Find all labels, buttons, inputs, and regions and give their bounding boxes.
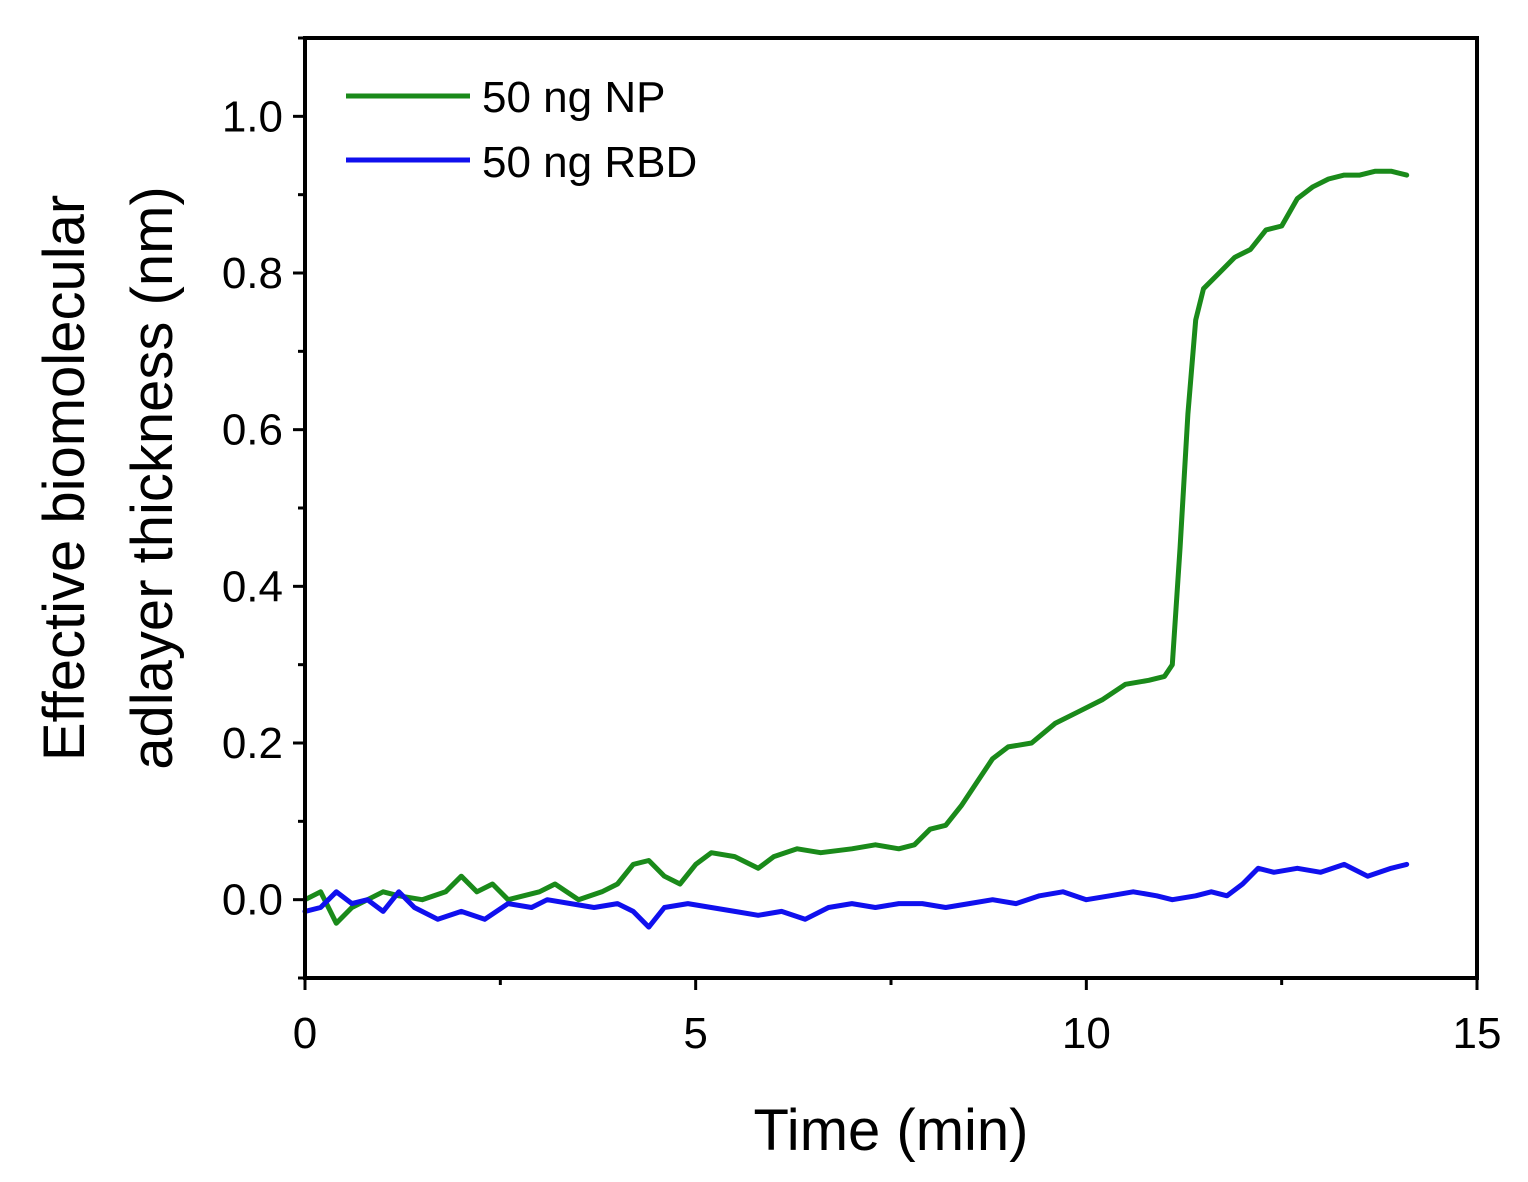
ticks-layer: 0 5 10 15 0.0 0.2 0.4 0.6 0.8 1.0 bbox=[222, 36, 1502, 1058]
y-tick-label: 0.0 bbox=[222, 876, 283, 925]
y-axis-title-line1: Effective biomolecular bbox=[32, 195, 97, 761]
legend-label-np: 50 ng NP bbox=[482, 73, 665, 122]
series-line-rbd bbox=[302, 861, 1410, 930]
y-axis-title-line2: adlayer thickness (nm) bbox=[120, 186, 185, 769]
x-tick-label: 10 bbox=[1062, 1009, 1111, 1058]
series-layer bbox=[302, 168, 1410, 930]
x-tick-label: 15 bbox=[1453, 1009, 1502, 1058]
y-tick-label: 1.0 bbox=[222, 92, 283, 141]
plot-frame bbox=[303, 36, 1479, 980]
series-line-np bbox=[302, 168, 1410, 926]
legend: 50 ng NP 50 ng RBD bbox=[346, 73, 697, 187]
y-tick-label: 0.4 bbox=[222, 562, 283, 611]
legend-label-rbd: 50 ng RBD bbox=[482, 138, 697, 187]
x-axis-title: Time (min) bbox=[754, 1098, 1029, 1163]
y-tick-label: 0.8 bbox=[222, 249, 283, 298]
x-tick-label: 5 bbox=[683, 1009, 707, 1058]
x-tick-label: 0 bbox=[293, 1009, 317, 1058]
y-tick-label: 0.2 bbox=[222, 719, 283, 768]
y-tick-label: 0.6 bbox=[222, 406, 283, 455]
